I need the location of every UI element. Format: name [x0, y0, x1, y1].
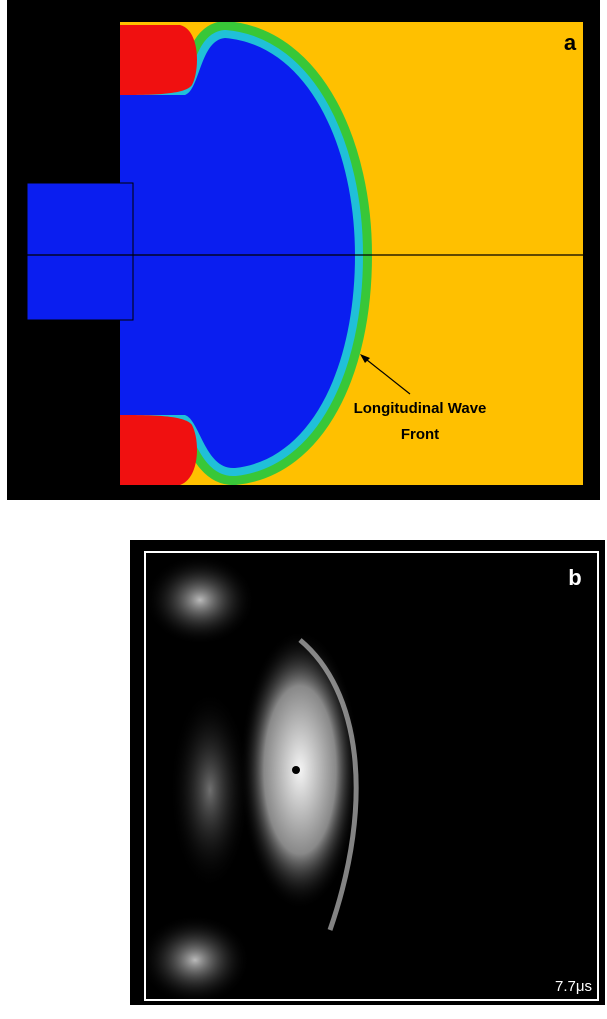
spall-region: [120, 25, 197, 95]
panel-label: a: [564, 30, 577, 55]
panel-b: b 7.7μs: [130, 540, 605, 1005]
panel-a: Longitudinal Wave Front a: [7, 0, 600, 500]
debris: [170, 690, 250, 890]
top-background: [120, 0, 600, 22]
annotation: Longitudinal Wave: [354, 400, 487, 417]
spall-flash: [145, 555, 255, 645]
timestamp: 7.7μs: [555, 978, 592, 995]
figure: Longitudinal Wave Front a b 7.7μs: [0, 0, 607, 1019]
annotation: Front: [401, 426, 439, 443]
panel-label: b: [568, 565, 581, 590]
bottom-background: [120, 485, 600, 500]
projectile: [27, 183, 133, 320]
impact-point: [292, 766, 300, 774]
spall-region: [120, 415, 197, 485]
spall-flash: [140, 915, 250, 1005]
